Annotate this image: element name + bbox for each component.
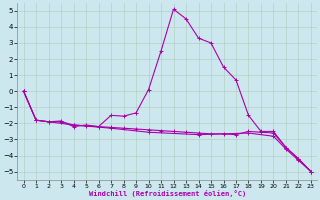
- X-axis label: Windchill (Refroidissement éolien,°C): Windchill (Refroidissement éolien,°C): [89, 190, 246, 197]
